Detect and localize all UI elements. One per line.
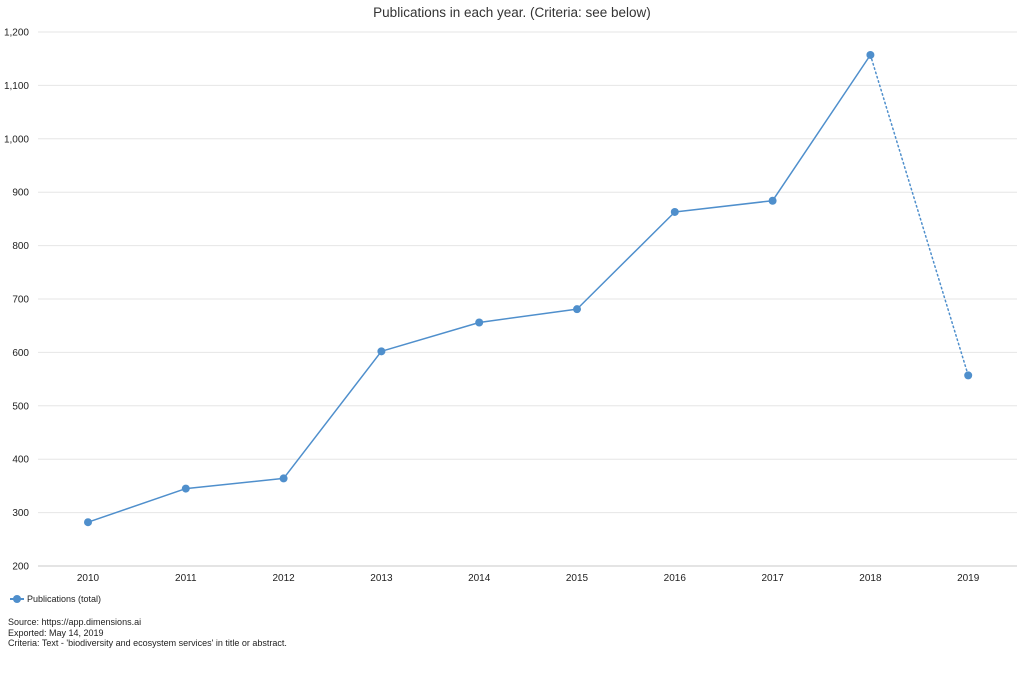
y-tick-label-300: 300 — [12, 508, 29, 519]
x-tick-label-2017: 2017 — [761, 573, 784, 584]
data-point-2015 — [573, 305, 581, 314]
x-tick-label-2018: 2018 — [859, 573, 882, 584]
y-tick-label-500: 500 — [12, 401, 29, 412]
criteria-text: Criteria: Text - 'biodiversity and ecosy… — [8, 638, 287, 648]
y-tick-label-900: 900 — [12, 188, 29, 199]
data-point-2010 — [84, 518, 92, 527]
gridlines — [38, 31, 1017, 514]
x-tick-label-2016: 2016 — [664, 573, 687, 584]
data-point-2016 — [670, 207, 679, 216]
tick-labels: 200 300 400 500 600 700 800 900 1,000 1,100 1,200 2… — [4, 28, 980, 585]
y-tick-label-600: 600 — [12, 348, 29, 359]
data-point-2019 — [964, 371, 973, 380]
x-tick-label-2019: 2019 — [957, 573, 980, 584]
legend[interactable]: Publications (total) — [10, 594, 101, 604]
y-tick-label-800: 800 — [12, 241, 29, 252]
series-line — [87, 54, 872, 523]
data-point-2017 — [768, 196, 777, 205]
y-tick-label-1000: 1,000 — [4, 134, 29, 145]
line-chart: 200 300 400 500 600 700 800 900 1,000 1,100 1,200 2… — [4, 28, 1017, 585]
y-tick-label-700: 700 — [12, 295, 29, 306]
x-tick-label-2011: 2011 — [175, 573, 197, 584]
x-tick-label-2015: 2015 — [566, 573, 589, 584]
source-text: Source: https://app.dimensions.ai — [8, 617, 142, 627]
y-tick-label-1100: 1,100 — [4, 81, 29, 92]
data-point-2011 — [181, 484, 190, 493]
chart-title: Publications in each year. (Criteria: se… — [373, 5, 651, 20]
data-point-2013 — [377, 347, 386, 356]
y-tick-label-1200: 1,200 — [4, 28, 29, 39]
exported-text: Exported: May 14, 2019 — [8, 627, 104, 638]
x-tick-label-2014: 2014 — [468, 573, 491, 584]
data-point-2014 — [475, 318, 484, 327]
data-point-2018 — [866, 50, 875, 59]
y-tick-label-200: 200 — [12, 562, 29, 573]
x-tick-label-2010: 2010 — [77, 573, 100, 584]
x-tick-label-2012: 2012 — [272, 573, 295, 584]
y-tick-label-400: 400 — [12, 455, 29, 466]
x-tick-label-2013: 2013 — [370, 573, 393, 584]
series-line-partial-year — [869, 54, 969, 377]
legend-marker-icon — [10, 594, 24, 604]
chart-footer: Source: https://app.dimensions.ai Export… — [8, 617, 287, 649]
legend-label: Publications (total) — [27, 594, 102, 604]
series-publications-total — [84, 50, 973, 527]
data-point-2012 — [279, 474, 288, 483]
